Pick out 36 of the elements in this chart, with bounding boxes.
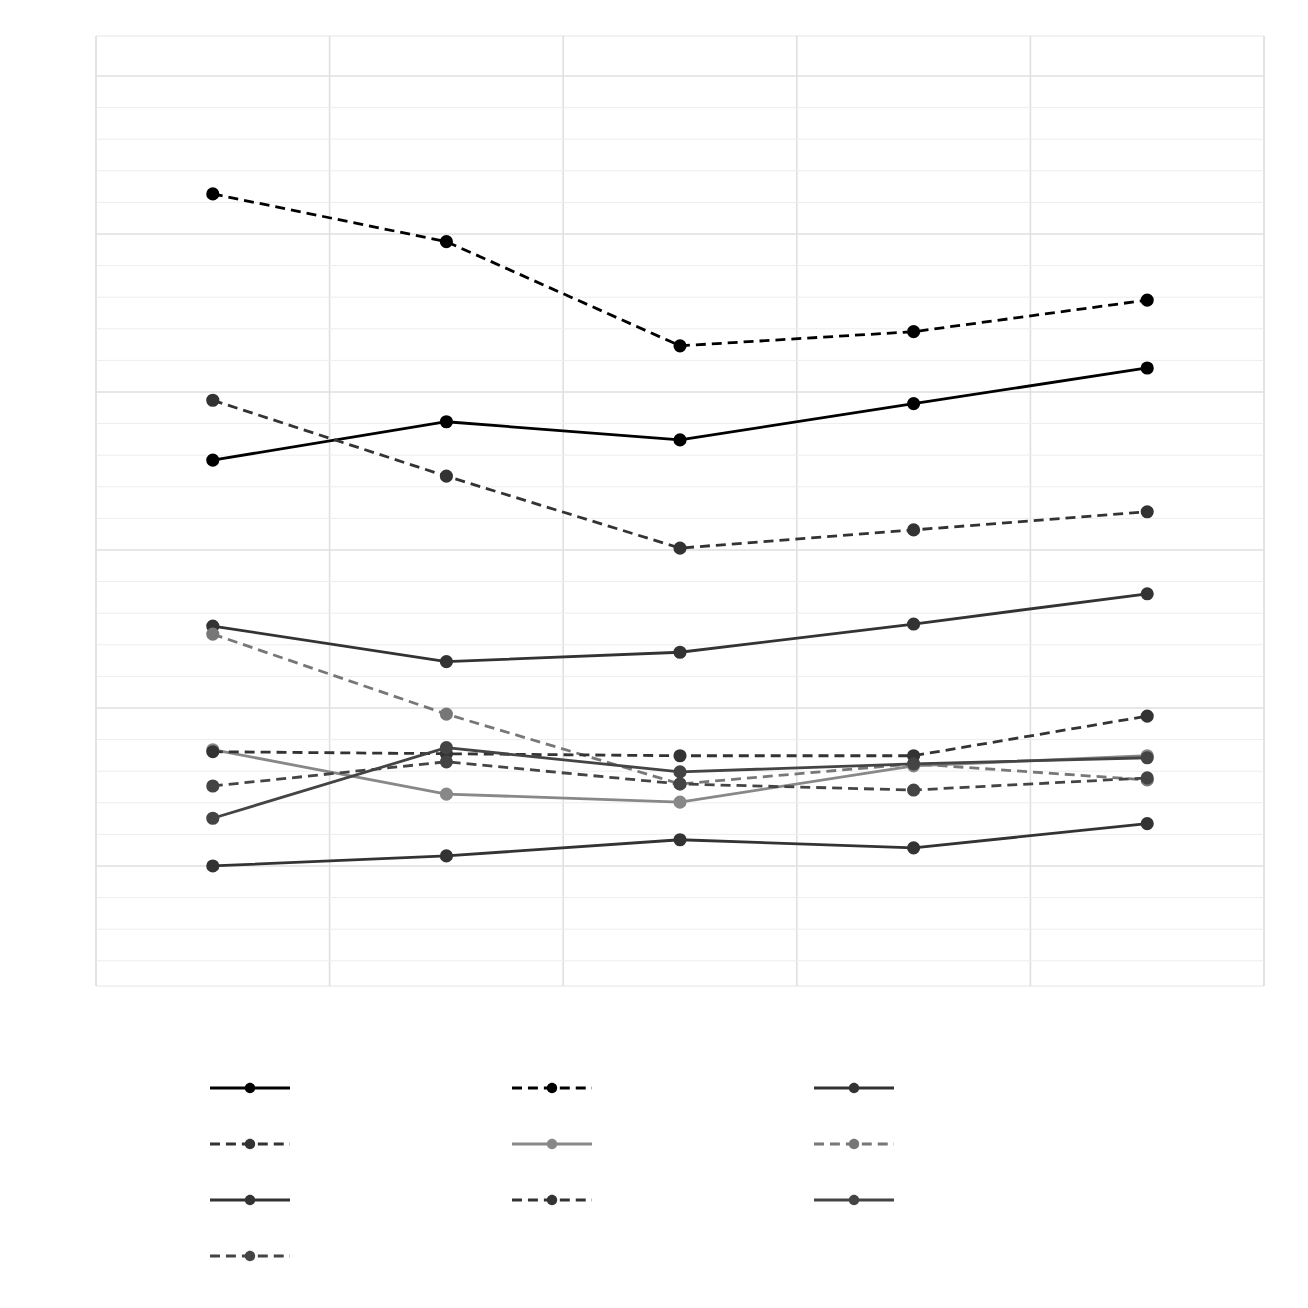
point <box>907 617 921 631</box>
point <box>1140 709 1154 723</box>
point <box>907 841 921 855</box>
point <box>206 627 220 641</box>
point <box>907 523 921 537</box>
point <box>673 433 687 447</box>
point <box>439 707 453 721</box>
point <box>206 187 220 201</box>
point <box>439 787 453 801</box>
point <box>439 755 453 769</box>
point <box>673 541 687 555</box>
point <box>673 749 687 763</box>
point <box>1140 505 1154 519</box>
point <box>206 779 220 793</box>
point <box>907 325 921 339</box>
point <box>439 849 453 863</box>
point <box>206 859 220 873</box>
point <box>439 469 453 483</box>
point <box>439 415 453 429</box>
point <box>1140 817 1154 831</box>
point <box>907 783 921 797</box>
point <box>1140 587 1154 601</box>
point <box>673 795 687 809</box>
point <box>206 393 220 407</box>
point <box>206 811 220 825</box>
point <box>1140 361 1154 375</box>
point <box>907 397 921 411</box>
point <box>439 655 453 669</box>
point <box>206 453 220 467</box>
point <box>439 235 453 249</box>
point <box>1140 293 1154 307</box>
point <box>673 833 687 847</box>
point <box>439 741 453 755</box>
point <box>673 645 687 659</box>
point <box>673 765 687 779</box>
point <box>673 339 687 353</box>
